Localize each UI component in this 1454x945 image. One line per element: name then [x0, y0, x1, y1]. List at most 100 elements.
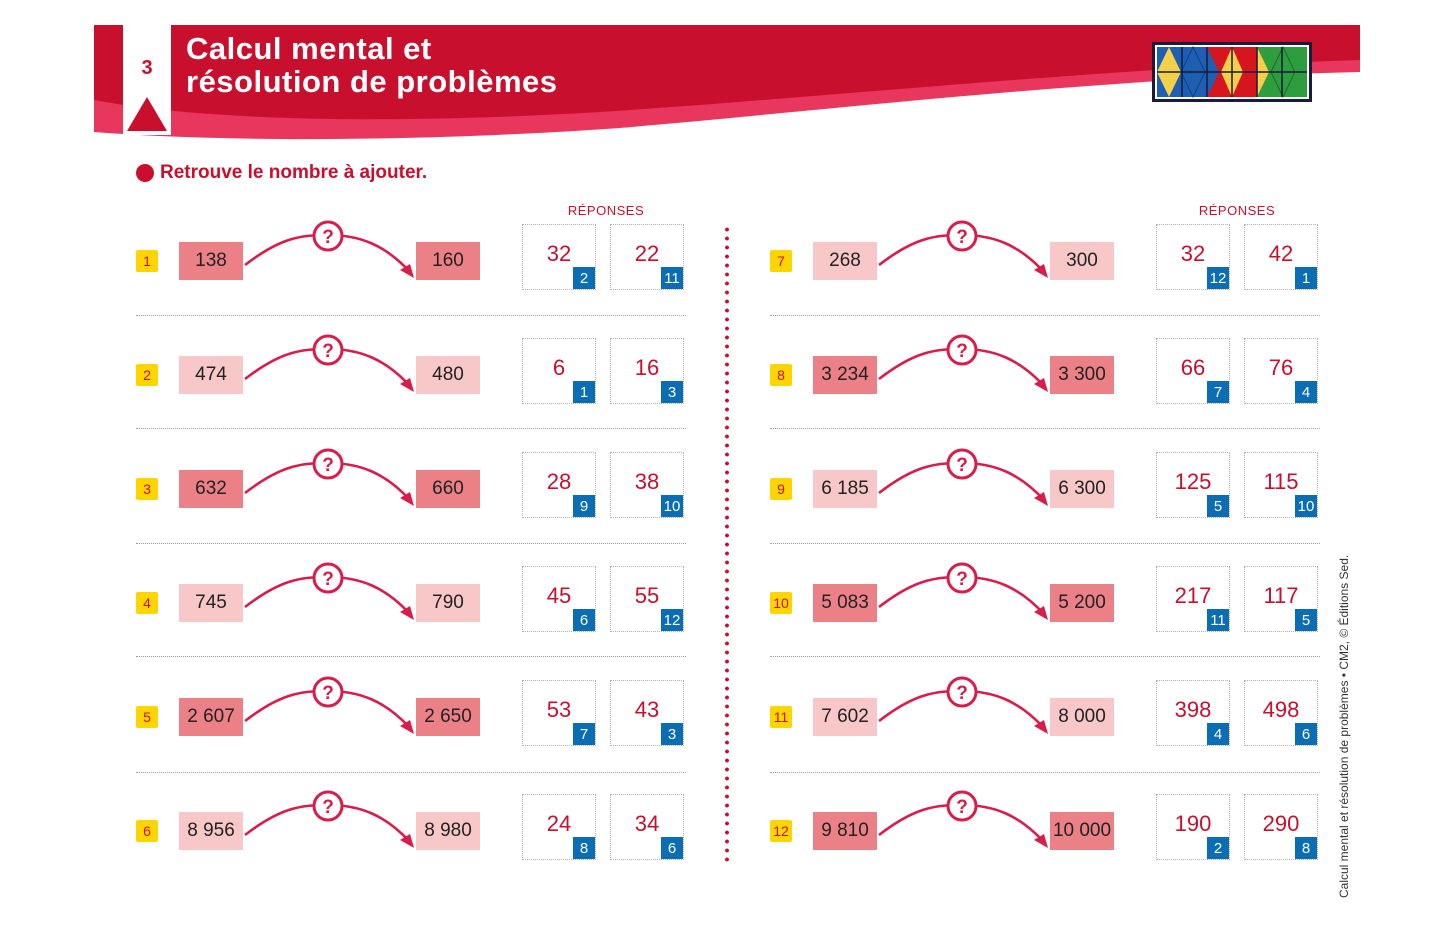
answer-option[interactable]: 24 8: [522, 794, 596, 860]
row-separator: [136, 543, 686, 544]
exercise-number: 11: [770, 706, 792, 728]
answer-option[interactable]: 38 10: [610, 452, 684, 518]
arrow-arc-icon: ?: [244, 790, 414, 848]
arrow-arc-icon: ?: [244, 448, 414, 506]
answer-value: 498: [1262, 697, 1300, 722]
start-number: 9 810: [813, 812, 877, 850]
answer-value: 45: [546, 583, 572, 608]
answer-option[interactable]: 498 6: [1244, 680, 1318, 746]
end-number: 300: [1050, 242, 1114, 280]
row-separator: [770, 428, 1320, 429]
end-number: 6 300: [1050, 470, 1114, 508]
answer-tag: 7: [573, 723, 595, 745]
answer-option[interactable]: 43 3: [610, 680, 684, 746]
answer-option[interactable]: 217 11: [1156, 566, 1230, 632]
answer-value: 24: [546, 811, 572, 836]
answer-tag: 1: [573, 381, 595, 403]
answer-tag: 12: [1207, 267, 1229, 289]
end-number: 790: [416, 584, 480, 622]
answer-option[interactable]: 32 12: [1156, 224, 1230, 290]
answer-option[interactable]: 117 5: [1244, 566, 1318, 632]
answer-option[interactable]: 28 9: [522, 452, 596, 518]
exercise-number: 5: [136, 706, 158, 728]
exercise-number: 7: [770, 250, 792, 272]
exercise-number: 2: [136, 364, 158, 386]
arrow-arc-icon: ?: [878, 448, 1048, 506]
exercise-number: 9: [770, 478, 792, 500]
answer-value: 42: [1268, 241, 1294, 266]
question-mark: ?: [956, 797, 968, 818]
answer-option[interactable]: 66 7: [1156, 338, 1230, 404]
question-mark: ?: [322, 797, 334, 818]
answer-tag: 5: [1295, 609, 1317, 631]
exercise-number: 8: [770, 364, 792, 386]
answer-option[interactable]: 53 7: [522, 680, 596, 746]
answer-value: 53: [546, 697, 572, 722]
row-separator: [136, 428, 686, 429]
answer-option[interactable]: 32 2: [522, 224, 596, 290]
mosaic-logo-icon: [1152, 42, 1312, 102]
answer-option[interactable]: 22 11: [610, 224, 684, 290]
answer-option[interactable]: 398 4: [1156, 680, 1230, 746]
answer-option[interactable]: 290 8: [1244, 794, 1318, 860]
chapter-tab: 3: [123, 25, 171, 135]
answer-option[interactable]: 42 1: [1244, 224, 1318, 290]
side-credit: Calcul mental et résolution de problèmes…: [1337, 554, 1351, 898]
start-number: 268: [813, 242, 877, 280]
end-number: 480: [416, 356, 480, 394]
answer-value: 43: [634, 697, 660, 722]
question-mark: ?: [322, 569, 334, 590]
page-title: Calcul mental et résolution de problèmes: [186, 32, 558, 98]
chapter-number: 3: [141, 57, 153, 79]
answer-value: 290: [1262, 811, 1300, 836]
reponses-header-left: RÉPONSES: [567, 203, 645, 218]
start-number: 5 083: [813, 584, 877, 622]
row-separator: [770, 656, 1320, 657]
answer-option[interactable]: 55 12: [610, 566, 684, 632]
answer-option[interactable]: 34 6: [610, 794, 684, 860]
start-number: 2 607: [179, 698, 243, 736]
header-banner: [94, 25, 1360, 140]
reponses-header-right: RÉPONSES: [1198, 203, 1276, 218]
answer-value: 217: [1174, 583, 1212, 608]
answer-tag: 6: [661, 837, 683, 859]
answer-option[interactable]: 125 5: [1156, 452, 1230, 518]
answer-value: 117: [1263, 583, 1299, 608]
arrow-arc-icon: ?: [244, 334, 414, 392]
answer-tag: 11: [661, 267, 683, 289]
start-number: 474: [179, 356, 243, 394]
exercise-number: 6: [136, 820, 158, 842]
start-number: 7 602: [813, 698, 877, 736]
answer-tag: 2: [573, 267, 595, 289]
start-number: 6 185: [813, 470, 877, 508]
end-number: 10 000: [1050, 812, 1114, 850]
answer-option[interactable]: 115 10: [1244, 452, 1318, 518]
answer-option[interactable]: 45 6: [522, 566, 596, 632]
answer-value: 55: [634, 583, 660, 608]
start-number: 3 234: [813, 356, 877, 394]
answer-tag: 9: [573, 495, 595, 517]
answer-option[interactable]: 190 2: [1156, 794, 1230, 860]
answer-option[interactable]: 16 3: [610, 338, 684, 404]
arrow-arc-icon: ?: [244, 220, 414, 278]
start-number: 632: [179, 470, 243, 508]
answer-value: 38: [634, 469, 660, 494]
question-mark: ?: [956, 683, 968, 704]
start-number: 745: [179, 584, 243, 622]
question-mark: ?: [956, 455, 968, 476]
answer-value: 32: [1180, 241, 1206, 266]
answer-value: 398: [1174, 697, 1212, 722]
title-line-2: résolution de problèmes: [186, 64, 558, 99]
answer-value: 16: [634, 355, 660, 380]
answer-value: 66: [1180, 355, 1206, 380]
answer-option[interactable]: 76 4: [1244, 338, 1318, 404]
answer-tag: 6: [573, 609, 595, 631]
arrow-arc-icon: ?: [244, 676, 414, 734]
question-mark: ?: [322, 227, 334, 248]
column-divider: [725, 225, 729, 865]
end-number: 3 300: [1050, 356, 1114, 394]
answer-value: 190: [1174, 811, 1212, 836]
answer-tag: 11: [1207, 609, 1229, 631]
exercise-number: 3: [136, 478, 158, 500]
